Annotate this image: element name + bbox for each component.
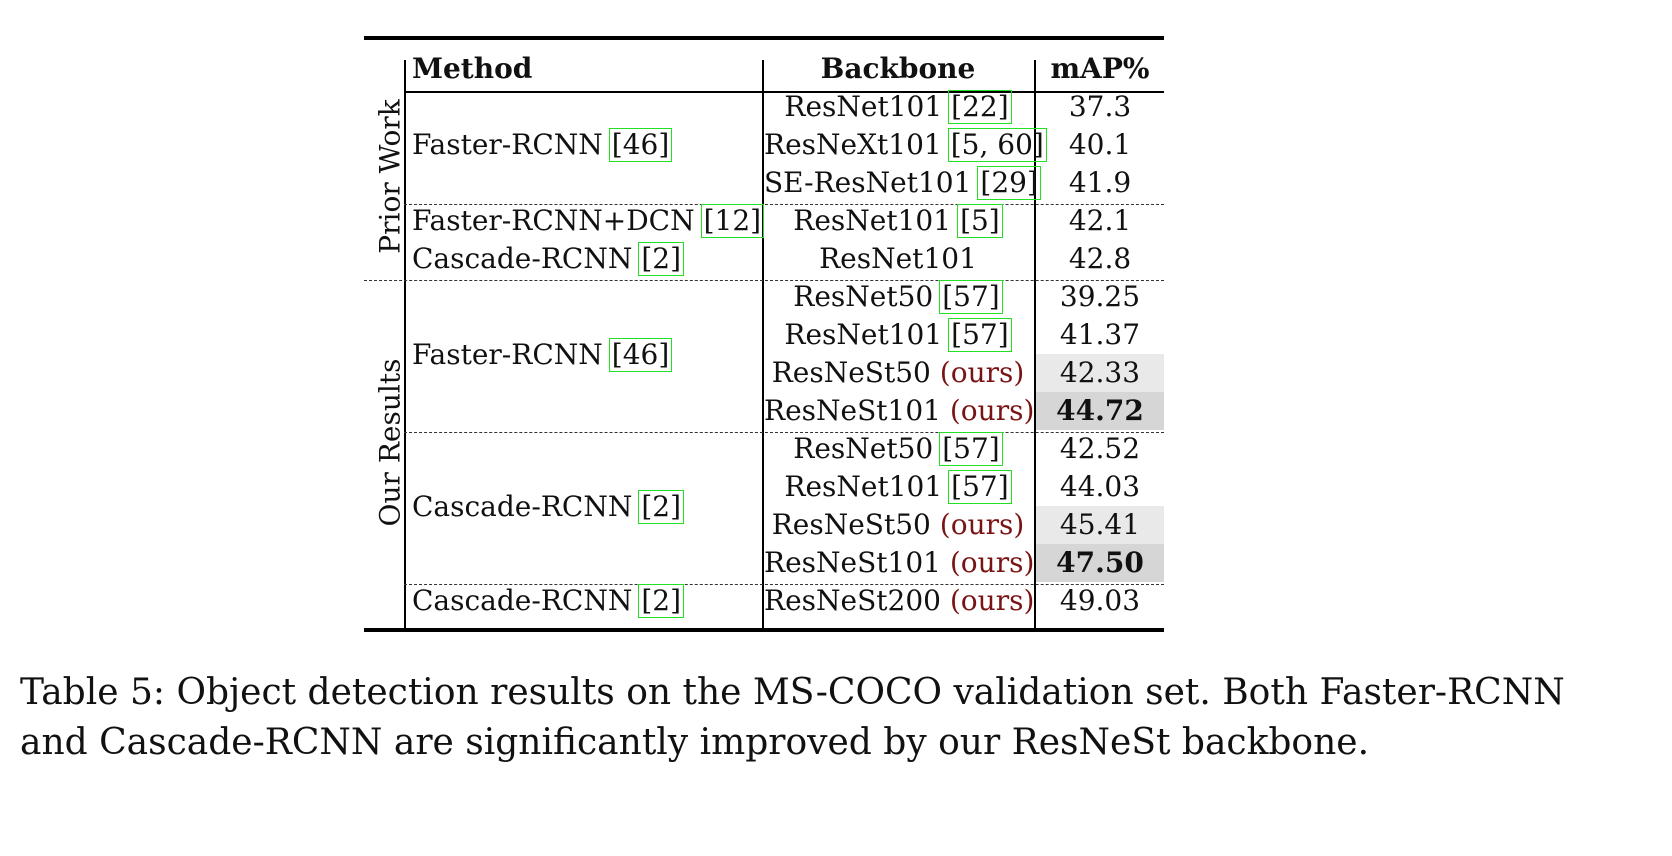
backbone-cell: ResNet50 [57] <box>764 278 1032 316</box>
dashed-separator <box>404 204 1164 205</box>
backbone-cell: ResNeSt101 (ours) <box>764 392 1035 430</box>
method-cell: Faster-RCNN [46] <box>412 336 673 374</box>
dashed-separator <box>404 584 1164 585</box>
citation-link[interactable]: [57] <box>948 318 1012 352</box>
map-cell: 42.52 <box>1059 432 1141 465</box>
backbone-name: ResNeXt101 <box>764 128 942 161</box>
dashed-separator <box>364 280 1164 281</box>
citation-link[interactable]: [29] <box>977 166 1041 200</box>
backbone-cell: ResNet101 [57] <box>764 316 1032 354</box>
ours-tag: (ours) <box>939 508 1025 541</box>
group-divider-line <box>404 60 406 628</box>
citation-link[interactable]: [22] <box>948 90 1012 124</box>
method-cell: Cascade-RCNN [2] <box>412 488 684 526</box>
citation-link[interactable]: [5] <box>957 204 1003 238</box>
backbone-name: ResNet50 <box>793 280 934 313</box>
method-name: Cascade-RCNN <box>412 490 633 523</box>
backbone-cell: ResNet101 <box>764 240 1032 278</box>
backbone-cell: ResNeSt50 (ours) <box>764 354 1032 392</box>
bottom-rule <box>364 628 1164 632</box>
backbone-name: ResNet101 <box>793 204 952 237</box>
map-cell: 41.37 <box>1059 318 1141 351</box>
backbone-cell: ResNet101 [5] <box>764 202 1032 240</box>
method-cell: Faster-RCNN [46] <box>412 126 673 164</box>
backbone-cell: ResNeSt200 (ours) <box>764 582 1035 620</box>
backbone-cell: SE-ResNet101 [29] <box>764 164 1041 202</box>
citation-link[interactable]: [57] <box>939 280 1003 314</box>
map-cell: 42.1 <box>1068 204 1132 237</box>
ours-tag: (ours) <box>949 546 1035 579</box>
top-rule <box>364 36 1164 40</box>
backbone-name: ResNet101 <box>784 318 943 351</box>
citation-link[interactable]: [57] <box>939 432 1003 466</box>
citation-link[interactable]: [57] <box>948 470 1012 504</box>
method-cell: Cascade-RCNN [2] <box>412 582 684 620</box>
backbone-name: ResNeSt50 <box>771 356 931 389</box>
backbone-cell: ResNet101 [22] <box>764 88 1032 126</box>
method-name: Faster-RCNN <box>412 338 603 371</box>
table-caption: Table 5: Object detection results on the… <box>20 672 1565 763</box>
backbone-name: ResNeSt101 <box>764 546 941 579</box>
backbone-name: ResNeSt101 <box>764 394 941 427</box>
backbone-name: ResNeSt50 <box>771 508 931 541</box>
method-name: Cascade-RCNN <box>412 584 633 617</box>
backbone-divider-line <box>1034 60 1036 628</box>
map-cell: 44.03 <box>1059 470 1141 503</box>
citation-link[interactable]: [2] <box>638 242 684 276</box>
method-name: Faster-RCNN <box>412 128 603 161</box>
method-name: Faster-RCNN+DCN <box>412 204 695 237</box>
method-divider-line <box>762 60 764 628</box>
backbone-name: ResNeSt200 <box>764 584 941 617</box>
citation-link[interactable]: [5, 60] <box>947 128 1047 162</box>
citation-link[interactable]: [2] <box>638 490 684 524</box>
backbone-name: ResNet101 <box>784 470 943 503</box>
dashed-separator <box>404 432 1164 433</box>
ours-tag: (ours) <box>949 394 1035 427</box>
citation-link[interactable]: [46] <box>608 128 673 162</box>
backbone-name: ResNet50 <box>793 432 934 465</box>
map-cell-best: 47.50 <box>1036 544 1164 582</box>
backbone-cell: ResNet50 [57] <box>764 430 1032 468</box>
map-cell: 45.41 <box>1036 506 1164 544</box>
ours-tag: (ours) <box>939 356 1025 389</box>
backbone-cell: ResNeSt50 (ours) <box>764 506 1032 544</box>
map-cell: 40.1 <box>1068 128 1132 161</box>
backbone-name: SE-ResNet101 <box>764 166 972 199</box>
map-cell-best: 44.72 <box>1036 392 1164 430</box>
header-rule <box>404 91 1164 93</box>
map-cell: 37.3 <box>1068 90 1132 123</box>
citation-link[interactable]: [2] <box>638 584 684 618</box>
map-cell: 39.25 <box>1059 280 1141 313</box>
map-cell: 42.33 <box>1036 354 1164 392</box>
method-cell: Cascade-RCNN [2] <box>412 240 684 278</box>
backbone-cell: ResNeXt101 [5, 60] <box>764 126 1047 164</box>
backbone-cell: ResNet101 [57] <box>764 468 1032 506</box>
header-map: mAP% <box>1050 52 1150 85</box>
method-name: Cascade-RCNN <box>412 242 633 275</box>
header-backbone: Backbone <box>820 52 976 85</box>
backbone-name: ResNet101 <box>784 90 943 123</box>
ours-tag: (ours) <box>949 584 1035 617</box>
group-label-our-results: Our Results <box>373 358 407 527</box>
header-method: Method <box>412 52 533 85</box>
backbone-name: ResNet101 <box>819 242 977 275</box>
citation-link[interactable]: [12] <box>700 204 765 238</box>
citation-link[interactable]: [46] <box>608 338 673 372</box>
map-cell: 42.8 <box>1068 242 1132 275</box>
map-cell: 49.03 <box>1059 584 1141 617</box>
method-cell: Faster-RCNN+DCN [12] <box>412 202 765 240</box>
map-cell: 41.9 <box>1068 166 1132 199</box>
backbone-cell: ResNeSt101 (ours) <box>764 544 1035 582</box>
results-table: Prior Work Our Results Method Backbone m… <box>360 36 1164 636</box>
group-label-prior-work: Prior Work <box>373 99 407 254</box>
